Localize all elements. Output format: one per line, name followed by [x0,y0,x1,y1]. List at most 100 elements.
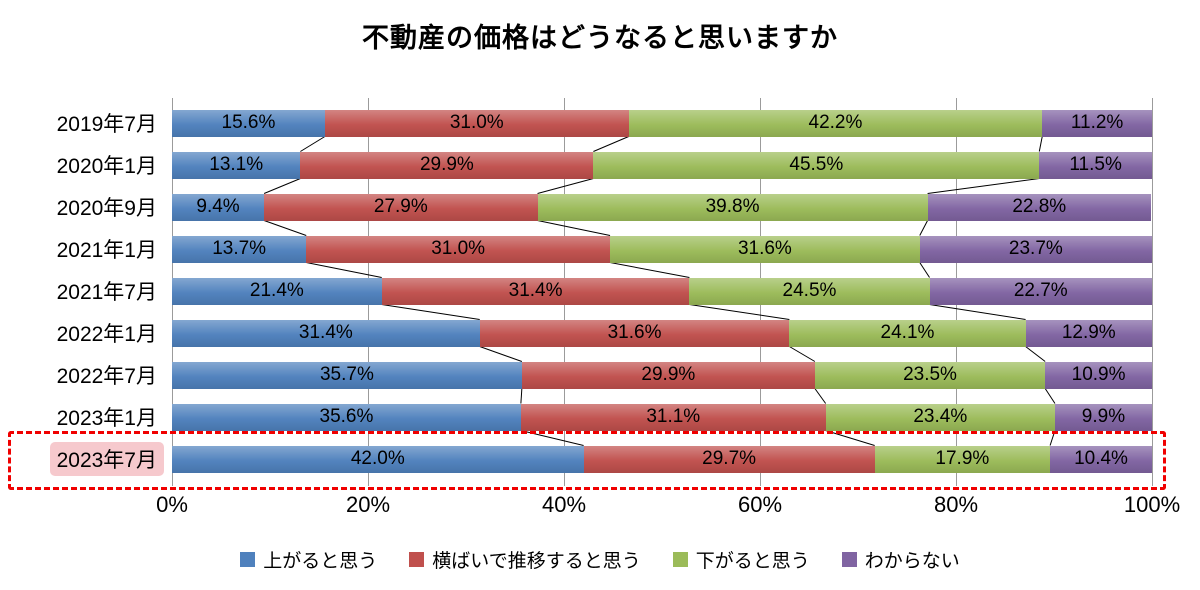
bar-segment: 31.0% [324,109,629,137]
connector-line [927,178,1040,194]
legend-item: 下がると思う [672,546,810,573]
connector-line [919,220,929,236]
bar-segment: 31.4% [381,277,690,305]
bar-segment: 29.7% [583,445,875,473]
bar-segment: 23.7% [919,235,1152,263]
legend-swatch-icon [240,552,256,567]
bar-segment: 11.2% [1042,109,1152,137]
connector-line [306,262,382,278]
bar-segment: 11.5% [1039,151,1152,179]
legend-swatch-icon [409,552,425,567]
connector-line [263,220,307,236]
bar-segment: 31.1% [520,403,826,431]
segment-value-label: 45.5% [789,154,844,175]
y-axis-label-text: 2021年7月 [56,281,157,304]
bar-row: 31.4% 31.6% 24.1% 12.9% [172,319,1152,347]
bar-segment: 13.7% [172,235,307,263]
series-connector-lines [263,136,1056,446]
segment-value-label: 24.1% [880,322,935,343]
segment-value-label: 10.4% [1074,448,1128,469]
bar-segment: 45.5% [593,151,1040,179]
segment-value-label: 22.8% [1012,196,1067,217]
legend-label: 下がると思う [695,551,810,572]
connector-line [789,346,816,362]
plot-area: 15.6% 31.0% 42.2% 11.2% 13.1% 29.9% 45.5% 11.5%… [172,98,1153,486]
y-axis-label-text: 2022年7月 [56,365,157,388]
segment-value-label: 22.7% [1013,280,1068,301]
segment-value-label: 17.9% [935,448,990,469]
segment-value-label: 23.5% [903,364,957,385]
segment-value-label: 29.9% [641,364,696,385]
legend-item: わからない [841,546,960,573]
bar-segment: 12.9% [1025,319,1152,347]
bar-row: 13.7% 31.0% 31.6% 23.7% [172,235,1152,263]
connector-line [814,388,827,404]
bar-segment: 13.1% [172,151,301,179]
connector-line [593,136,629,152]
bar-segment: 31.6% [479,319,790,347]
segment-value-label: 31.4% [508,280,563,301]
segment-value-label: 31.0% [449,112,504,133]
y-axis-labels: 2019年7月 2020年1月 2020年9月 2021年1月 2021年7月 2022年… [0,102,164,480]
bar-row: 42.0% 29.7% 17.9% 10.4% [172,445,1152,473]
segment-value-label: 10.9% [1071,364,1126,385]
bar-segment: 22.8% [927,193,1151,221]
segment-value-label: 24.5% [782,280,837,301]
x-axis-tick-label: 100% [1123,492,1181,517]
segment-value-label: 27.9% [373,196,428,217]
legend-label: 上がると思う [263,551,378,572]
segment-value-label: 31.4% [298,322,353,343]
connector-line [929,304,1026,320]
segment-value-label: 9.9% [1081,406,1126,427]
x-axis-tick-label: 0% [156,492,188,517]
bar-segment: 39.8% [537,193,928,221]
bar-segment: 42.2% [628,109,1043,137]
connector-line [537,220,611,236]
bar-segment: 29.9% [300,151,594,179]
x-axis-tick-label: 20% [345,492,391,517]
bar-segment: 10.9% [1045,361,1152,389]
y-axis-label-text: 2022年1月 [56,323,157,346]
connector-line [1044,388,1056,404]
y-axis-label: 2020年1月 [0,144,164,186]
connector-line [609,262,690,278]
segment-value-label: 39.8% [705,196,760,217]
chart-title: 不動産の価格はどうなると思いますか [362,23,838,53]
bar-segment: 9.9% [1054,403,1152,431]
bar-segment: 35.6% [172,403,521,431]
y-axis-label-text: 2020年9月 [56,197,157,220]
segment-value-label: 11.2% [1070,112,1124,133]
bar-segment: 35.7% [172,361,522,389]
segment-value-label: 13.1% [209,154,264,175]
bar-row: 15.6% 31.0% 42.2% 11.2% [172,109,1152,137]
bar-segment: 24.5% [689,277,930,305]
legend-label: 横ばいで推移すると思う [432,551,641,572]
segment-value-label: 13.7% [212,238,267,259]
segment-value-label: 42.2% [808,112,863,133]
highlight-outline [8,431,1166,490]
bar-segment: 27.9% [264,193,538,221]
segment-value-label: 31.1% [646,406,701,427]
segment-value-label: 9.4% [196,196,240,217]
segment-value-label: 35.6% [319,406,374,427]
bar-segment: 15.6% [172,109,325,137]
legend-item: 横ばいで推移すると思う [409,546,641,573]
y-axis-label-text: 2023年1月 [56,407,157,430]
connector-line [300,136,326,152]
segment-value-label: 31.0% [431,238,486,259]
gridline [1152,98,1153,486]
connector-line [689,304,790,320]
legend: 上がると思う 横ばいで推移すると思う 下がると思う わからない [0,546,1200,573]
legend-swatch-icon [672,552,688,567]
segment-value-label: 23.4% [913,406,968,427]
connector-line [263,178,301,194]
segment-value-label: 42.0% [350,448,405,469]
connector-line [537,178,594,194]
segment-value-label: 31.6% [737,238,792,259]
bar-row: 35.6% 31.1% 23.4% 9.9% [172,403,1152,431]
bar-segment: 31.0% [306,235,611,263]
segment-value-label: 12.9% [1061,322,1116,343]
bar-segment: 31.6% [610,235,920,263]
legend-label: わからない [864,551,960,572]
bar-segment: 42.0% [172,445,584,473]
